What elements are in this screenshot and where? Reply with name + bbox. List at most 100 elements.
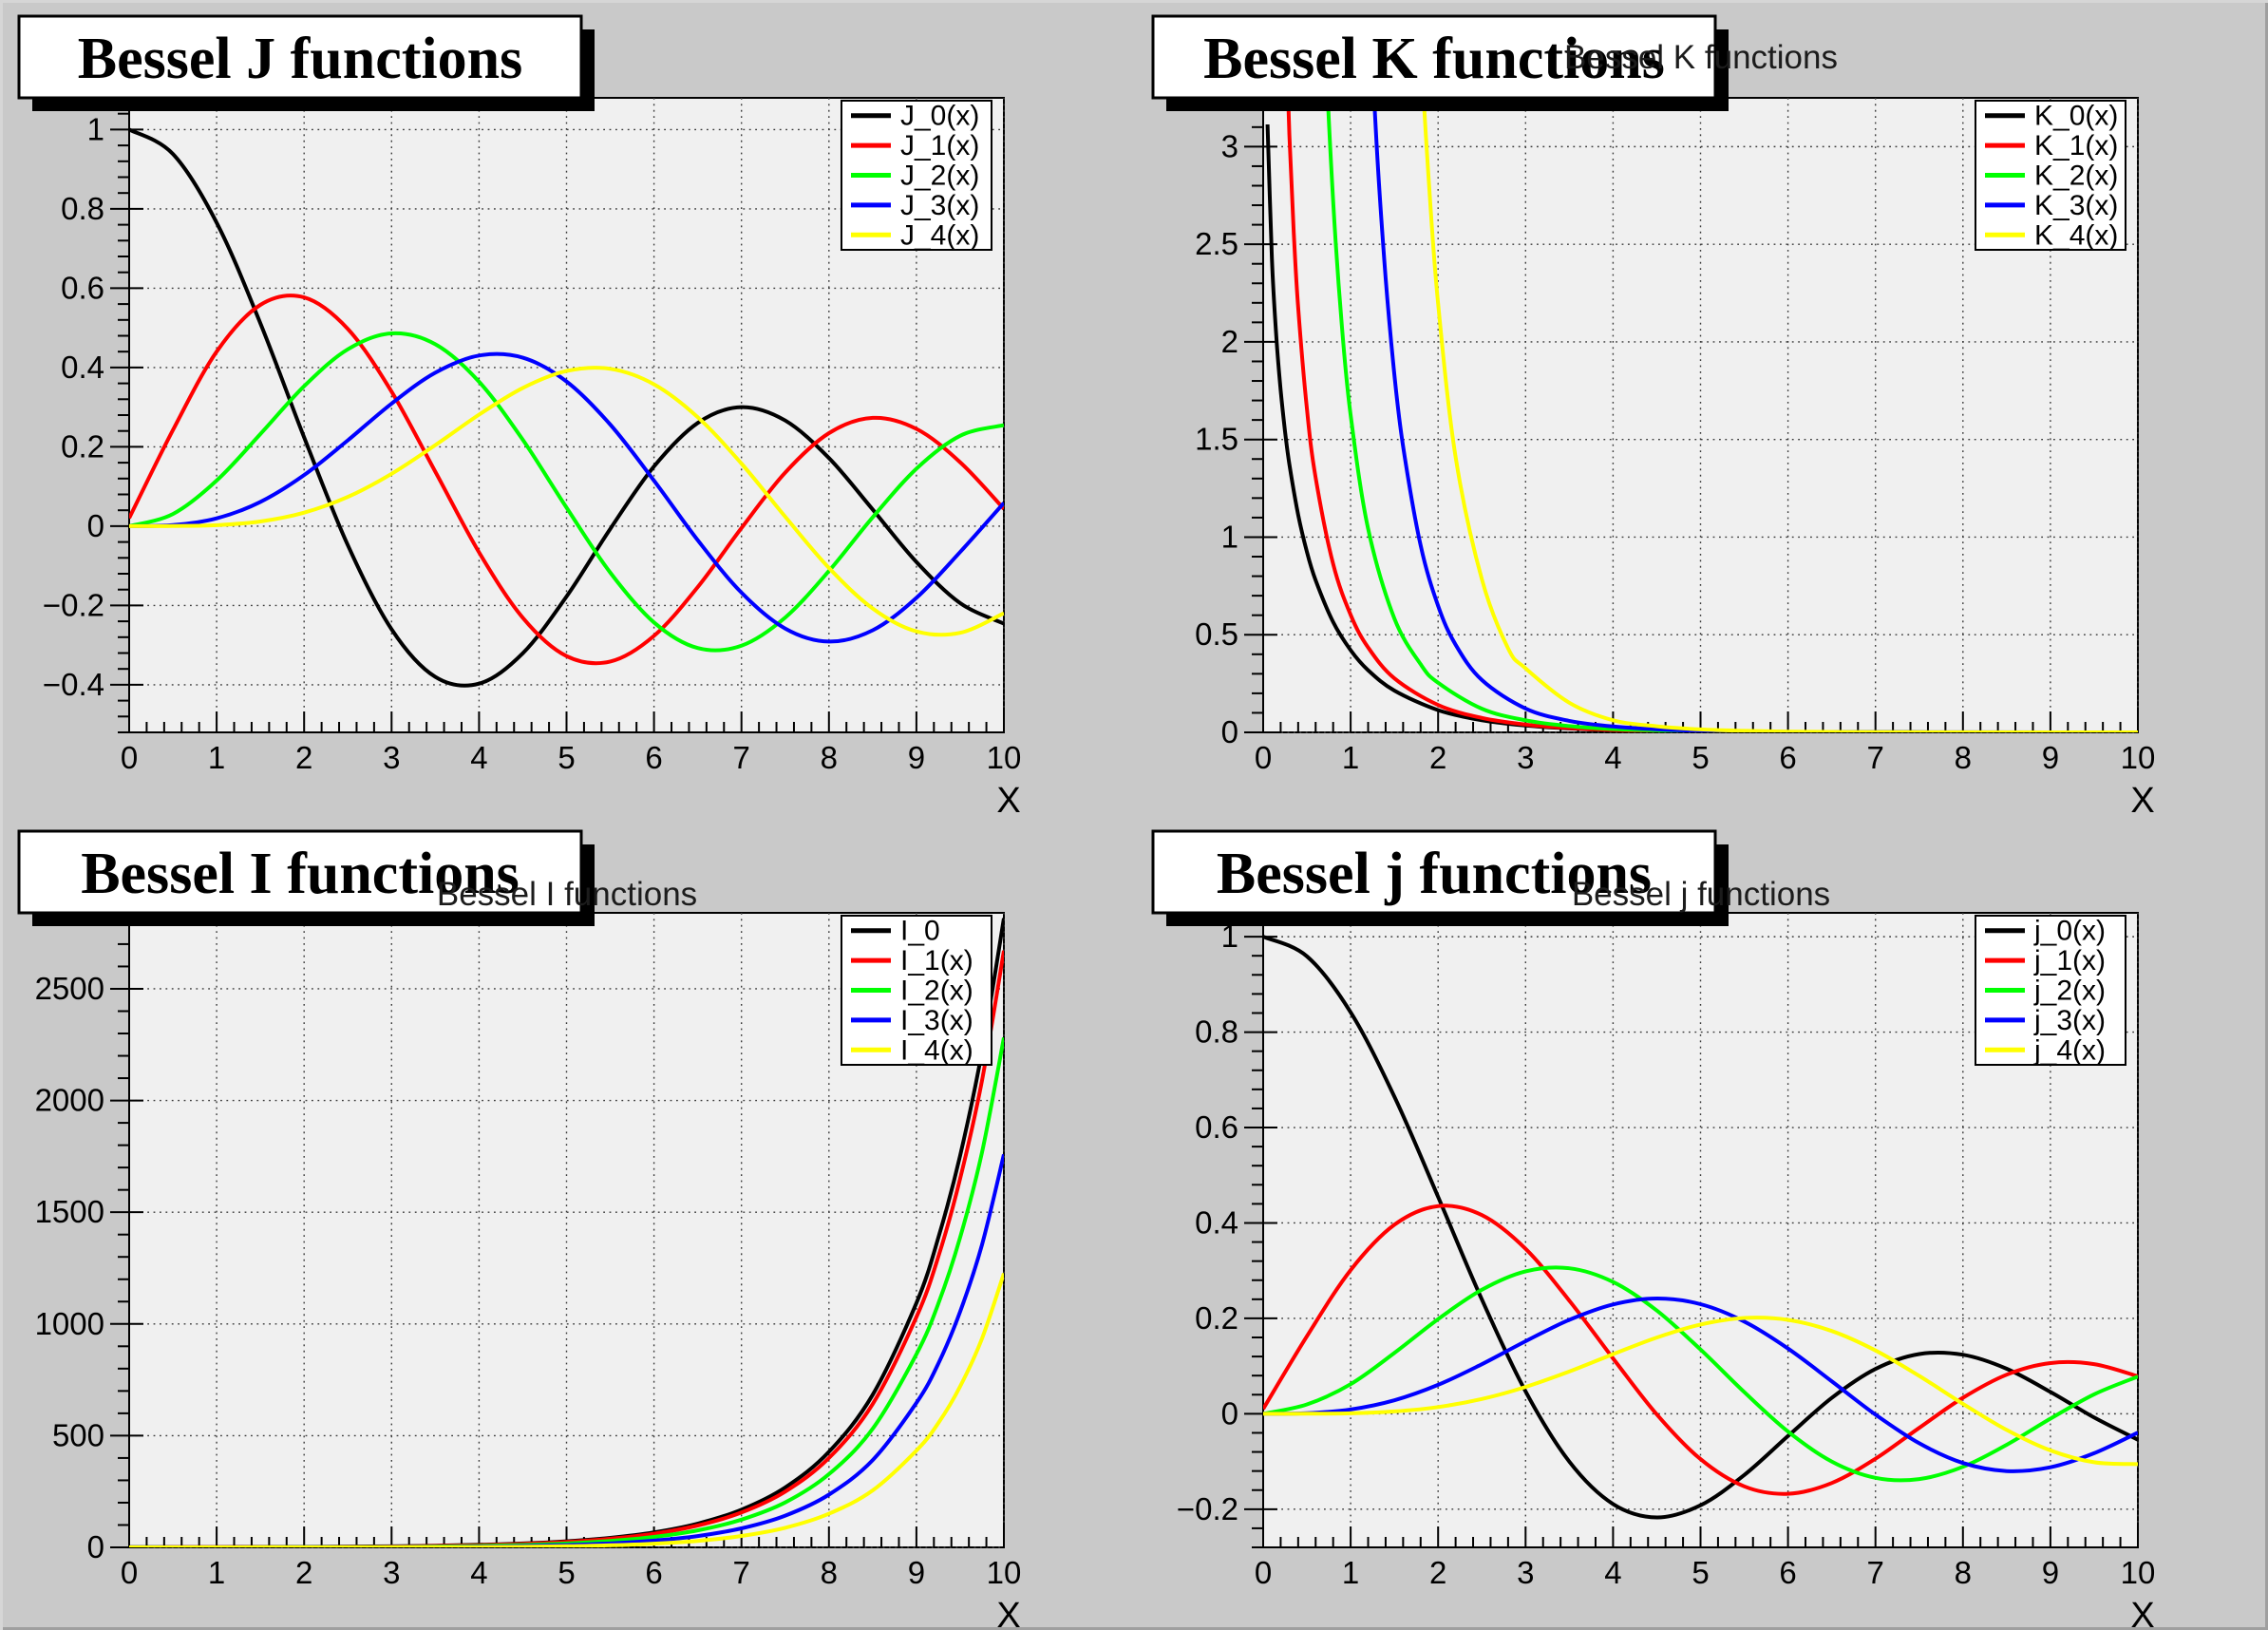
legend-label: K_2(x) xyxy=(2034,161,2118,192)
series-j_3(x) xyxy=(1263,1296,2138,1473)
x-tick-label: 10 xyxy=(2121,740,2156,775)
x-tick-label: 4 xyxy=(1604,740,1621,775)
legend-label: j_2(x) xyxy=(2033,976,2106,1007)
legend-label: j_4(x) xyxy=(2033,1034,2106,1066)
x-tick-label: 2 xyxy=(1429,740,1446,775)
y-tick-label: 0.4 xyxy=(1195,1204,1238,1240)
y-tick-label: 1 xyxy=(1221,519,1238,554)
tick-labels: 0 1 2 3 4 5 6 7 8 9 10 2500 2000 1500 1000 500 0 xyxy=(35,971,1022,1590)
ticks xyxy=(1244,917,2139,1548)
legend-box: J_0(x)J_1(x)J_2(x)J_3(x)J_4(x) xyxy=(841,100,992,251)
y-tick-label: 2.5 xyxy=(1195,226,1238,261)
y-tick-label: 1 xyxy=(1221,919,1238,954)
x-tick-label: 8 xyxy=(821,1555,838,1590)
y-tick-label: 0.4 xyxy=(61,350,104,385)
x-tick-label: 1 xyxy=(1342,740,1359,775)
legend-label: I_0 xyxy=(900,916,940,947)
y-tick-label: 1 xyxy=(87,111,104,146)
y-tick-label: 3 xyxy=(1221,128,1238,163)
x-tick-label: 6 xyxy=(645,1555,662,1590)
y-tick-label: 0.5 xyxy=(1195,616,1238,652)
series-J_4(x) xyxy=(129,366,1004,637)
x-tick-label: 7 xyxy=(1867,740,1884,775)
x-tick-label: 5 xyxy=(558,1555,575,1590)
y-tick-label: 1500 xyxy=(35,1194,104,1229)
tick-labels: 0 1 2 3 4 5 6 7 8 9 10 3 2.5 2 1.5 1 0.5 0 xyxy=(1195,128,2155,775)
series-J_1(x) xyxy=(129,294,1004,666)
pad-title: Bessel I functions xyxy=(81,842,520,906)
x-tick-label: 2 xyxy=(1429,1555,1446,1590)
title-box-frame xyxy=(1151,829,1717,915)
y-tick-label: 2 xyxy=(1221,324,1238,359)
series-group xyxy=(129,918,1004,1547)
y-tick-label: 0 xyxy=(87,508,104,543)
legend-label: K_4(x) xyxy=(2034,219,2118,251)
pad-bessel-j-functions: 0 1 2 3 4 5 6 7 8 9 10 1 0.8 0.6 0.4 0.2 0 −0.2 −0.4 X J_0(x… xyxy=(17,14,1022,815)
x-tick-label: 10 xyxy=(987,740,1022,775)
series-I_4(x) xyxy=(129,1272,1004,1547)
series-j_2(x) xyxy=(1263,1265,2138,1483)
legend-box: j_0(x)j_1(x)j_2(x)j_3(x)j_4(x) xyxy=(1975,915,2126,1066)
x-tick-label: 2 xyxy=(295,1555,312,1590)
x-axis-title: X xyxy=(2130,1596,2154,1630)
y-tick-label: 2000 xyxy=(35,1083,104,1118)
series-J_2(x) xyxy=(129,331,1004,653)
y-tick-label: 0.6 xyxy=(61,270,104,305)
grid xyxy=(129,913,1005,1548)
x-tick-label: 0 xyxy=(121,740,138,775)
legend-box: K_0(x)K_1(x)K_2(x)K_3(x)K_4(x) xyxy=(1975,100,2126,251)
x-tick-label: 9 xyxy=(2042,1555,2059,1590)
y-tick-label: 0 xyxy=(87,1529,104,1564)
series-j_1(x) xyxy=(1263,1204,2138,1496)
title-box-frame xyxy=(17,829,583,915)
x-tick-label: 10 xyxy=(987,1555,1022,1590)
x-tick-label: 3 xyxy=(383,1555,400,1590)
grid xyxy=(1263,913,2139,1547)
x-tick-label: 1 xyxy=(208,740,225,775)
y-tick-label: −0.4 xyxy=(43,667,104,702)
y-tick-label: −0.2 xyxy=(1177,1491,1238,1526)
pad-title: Bessel j functions xyxy=(1217,842,1652,906)
legend-label: J_1(x) xyxy=(900,130,979,161)
x-tick-label: 9 xyxy=(908,740,925,775)
y-tick-label: 0 xyxy=(1221,1395,1238,1431)
series-j_4(x) xyxy=(1263,1316,2138,1467)
legend-label: K_3(x) xyxy=(2034,190,2118,221)
y-tick-label: 0 xyxy=(1221,714,1238,749)
title-box: Bessel J functions xyxy=(17,14,595,111)
legend-label: J_4(x) xyxy=(900,219,979,251)
x-tick-label: 1 xyxy=(1342,1555,1359,1590)
legend-label: K_1(x) xyxy=(2034,130,2118,161)
pad-overlay-title: Bessel I functions xyxy=(437,876,697,913)
pad-title: Bessel K functions xyxy=(1203,27,1665,91)
series-J_3(x) xyxy=(129,351,1004,644)
title-box: Bessel K functions xyxy=(1151,14,1729,111)
legend-label: J_3(x) xyxy=(900,190,979,221)
x-tick-label: 7 xyxy=(1867,1555,1884,1590)
title-box: Bessel j functions xyxy=(1151,829,1729,926)
x-tick-label: 6 xyxy=(645,740,662,775)
pad-bessel-i-functions: 0 1 2 3 4 5 6 7 8 9 10 2500 2000 1500 1000 500 0 X I_0I_1(… xyxy=(17,829,1022,1630)
legend-label: J_0(x) xyxy=(900,101,979,132)
x-tick-label: 6 xyxy=(1779,740,1796,775)
x-tick-label: 3 xyxy=(1517,740,1534,775)
x-tick-label: 9 xyxy=(908,1555,925,1590)
x-tick-label: 8 xyxy=(1955,740,1972,775)
y-tick-label: −0.2 xyxy=(43,587,104,622)
x-tick-label: 0 xyxy=(1255,1555,1272,1590)
x-tick-label: 3 xyxy=(1517,1555,1534,1590)
title-box-frame xyxy=(1151,14,1717,100)
y-tick-label: 0.2 xyxy=(61,428,104,464)
pad-bessel-j-functions: 0 1 2 3 4 5 6 7 8 9 10 1 0.8 0.6 0.4 0.2 0 −0.2 Xj_0(x)j_1… xyxy=(1151,829,2156,1630)
legend-label: J_2(x) xyxy=(900,161,979,192)
y-tick-label: 500 xyxy=(52,1417,104,1452)
x-tick-label: 2 xyxy=(295,740,312,775)
x-tick-label: 5 xyxy=(1692,740,1709,775)
y-tick-label: 2500 xyxy=(35,971,104,1006)
legend-label: j_1(x) xyxy=(2033,945,2106,976)
x-axis-title: X xyxy=(2130,781,2154,815)
x-tick-label: 4 xyxy=(1604,1555,1621,1590)
tick-labels: 0 1 2 3 4 5 6 7 8 9 10 1 0.8 0.6 0.4 0.2 0 −0.2 xyxy=(1177,919,2156,1590)
y-tick-label: 0.8 xyxy=(1195,1014,1238,1050)
